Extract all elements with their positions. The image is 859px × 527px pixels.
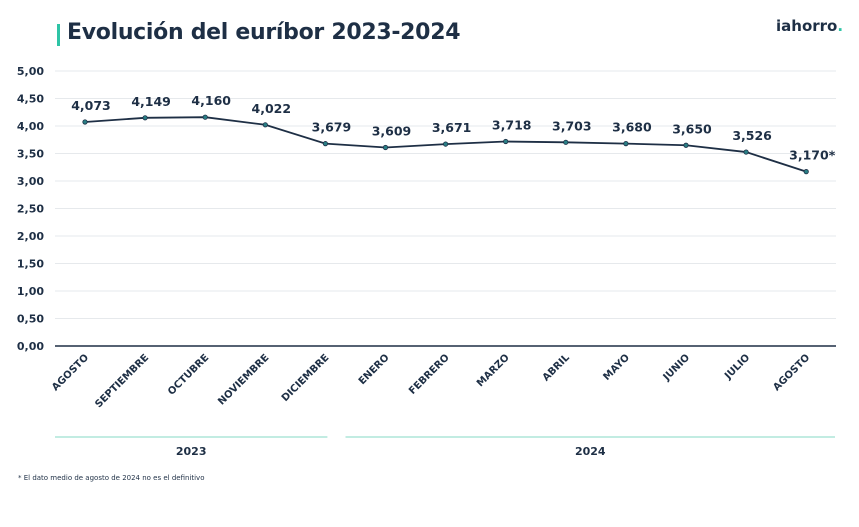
x-category-label: OCTUBRE (166, 352, 211, 397)
x-category-label: AGOSTO (50, 352, 91, 393)
data-label: 4,149 (131, 94, 171, 109)
data-point (142, 115, 148, 121)
data-label: 4,160 (191, 93, 231, 108)
y-tick-label: 3,00 (17, 175, 44, 188)
x-axis-categories: AGOSTO SEPTIEMBRE OCTUBRE NOVIEMBRE DICIEMBR… (50, 352, 812, 410)
data-point (262, 122, 268, 128)
x-category-label: JUNIO (661, 352, 692, 383)
x-category-label: MAYO (602, 352, 632, 382)
y-tick-label: 1,50 (17, 258, 44, 271)
x-category-label: MARZO (475, 352, 512, 389)
y-tick-label: 2,50 (17, 203, 44, 216)
logo-dot: . (837, 17, 844, 35)
data-label: 3,609 (372, 124, 412, 139)
data-point (683, 142, 689, 148)
title-accent-bar (57, 24, 60, 46)
data-point (623, 141, 629, 147)
data-point (322, 141, 328, 147)
y-axis-ticks: 0,00 0,50 1,00 1,50 2,00 2,50 3,00 3,50 4,00 4,50… (17, 65, 44, 353)
data-label: 3,680 (612, 120, 652, 135)
brand-logo: iahorro. (776, 17, 843, 35)
data-label: 3,718 (492, 118, 532, 133)
data-point (563, 139, 569, 145)
data-label: 3,679 (312, 120, 352, 135)
year-group-label: 2024 (575, 445, 606, 458)
y-tick-label: 2,00 (17, 230, 44, 243)
y-tick-label: 4,00 (17, 120, 44, 133)
data-label: 3,170* (789, 148, 836, 163)
x-category-label: AGOSTO (771, 352, 812, 393)
data-point (743, 149, 749, 155)
x-category-label: DICIEMBRE (280, 352, 332, 404)
data-label: 3,526 (732, 128, 772, 143)
y-tick-label: 4,50 (17, 93, 44, 106)
x-category-label: ENERO (357, 352, 392, 387)
x-category-label: NOVIEMBRE (216, 352, 271, 407)
y-tick-label: 3,50 (17, 148, 44, 161)
y-tick-label: 0,00 (17, 340, 44, 353)
chart-title: Evolución del euríbor 2023-2024 (67, 20, 461, 45)
data-label: 3,703 (552, 118, 592, 133)
data-point (82, 119, 88, 125)
year-groups: 2023 2024 (55, 436, 835, 458)
data-label: 3,671 (432, 120, 472, 135)
data-points (82, 114, 809, 175)
logo-text: iahorro (776, 17, 838, 35)
x-category-label: SEPTIEMBRE (93, 352, 151, 410)
data-point (382, 144, 389, 151)
x-category-label: FEBRERO (407, 352, 452, 397)
data-labels: 4,073 4,149 4,160 4,022 3,679 3,609 3,671 3,718… (71, 93, 835, 162)
grid-lines (55, 70, 836, 319)
data-point (803, 169, 809, 175)
x-category-label: ABRIL (541, 352, 573, 384)
data-label: 4,022 (252, 101, 292, 116)
data-point (442, 141, 449, 147)
data-label: 4,073 (71, 98, 111, 113)
data-point (202, 114, 208, 120)
footnote: * El dato medio de agosto de 2024 no es … (18, 474, 205, 482)
year-group-label: 2023 (176, 445, 207, 458)
y-tick-label: 0,50 (17, 313, 44, 326)
x-category-label: JULIO (722, 352, 752, 382)
data-point (503, 138, 509, 145)
y-tick-label: 5,00 (17, 65, 44, 78)
y-tick-label: 1,00 (17, 285, 44, 298)
data-label: 3,650 (672, 121, 712, 136)
